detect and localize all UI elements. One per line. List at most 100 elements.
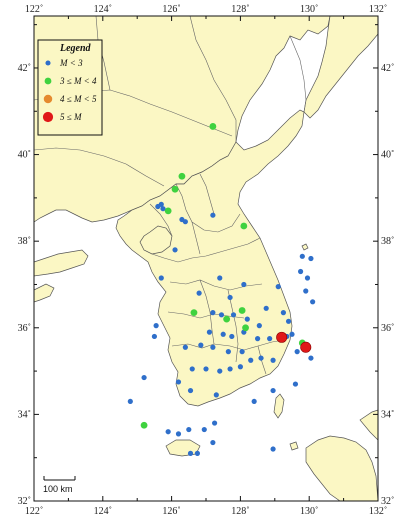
lat-tick-label-right: 34˚ — [381, 409, 394, 420]
event-marker-m-lt-3 — [244, 316, 250, 322]
hwanghae-peninsula — [139, 225, 173, 255]
korean-peninsula — [115, 109, 305, 407]
china-inner-border-4 — [189, 15, 237, 142]
event-marker-m-lt-3 — [201, 426, 207, 433]
event-marker-m-3-4 — [171, 185, 179, 193]
event-marker-m-lt-3 — [292, 381, 299, 387]
event-marker-m-lt-3 — [175, 431, 182, 437]
event-marker-m-lt-3 — [153, 323, 159, 329]
event-marker-m-lt-3 — [212, 420, 218, 426]
lat-tick-label-left: 40˚ — [18, 150, 31, 161]
event-marker-m-lt-3 — [210, 439, 216, 446]
event-marker-m-lt-3 — [175, 379, 182, 385]
earthquake-events — [127, 123, 316, 456]
event-marker-m-lt-3 — [308, 355, 314, 361]
scale-bar: 100 km — [43, 476, 76, 494]
event-marker-m-lt-3 — [206, 329, 213, 335]
sk-province-border-3 — [199, 279, 215, 345]
event-marker-m-lt-3 — [294, 349, 300, 355]
lon-tick-label-top: 124˚ — [94, 4, 112, 15]
event-marker-m-lt-3 — [275, 284, 281, 290]
event-marker-m-lt-3 — [237, 364, 243, 370]
lat-tick-label-right: 32˚ — [381, 496, 394, 507]
lon-tick-label-top: 132˚ — [369, 4, 387, 15]
sk-province-border-6 — [257, 345, 267, 375]
event-marker-m-3-4 — [140, 421, 148, 429]
event-marker-m-lt-3 — [196, 290, 202, 296]
lat-tick-label-right: 36˚ — [381, 323, 394, 334]
event-marker-m-lt-3 — [186, 426, 192, 433]
event-marker-m-lt-3 — [158, 275, 164, 281]
lat-tick-label-right: 42˚ — [381, 63, 394, 74]
legend-items: M < 3 3 ≤ M < 4 4 ≤ M < 5 5 ≤ M — [42, 58, 97, 123]
event-marker-m-lt-3 — [217, 368, 223, 374]
legend-item-label: 3 ≤ M < 4 — [59, 76, 97, 86]
lat-tick-label-left: 42˚ — [18, 63, 31, 74]
event-marker-m-lt-3 — [289, 331, 295, 337]
sk-province-border-4 — [227, 289, 239, 363]
event-marker-m-lt-3 — [304, 275, 311, 281]
lat-tick-label-left: 32˚ — [18, 496, 31, 507]
event-marker-m-lt-3 — [308, 255, 314, 262]
legend-item-label: M < 3 — [59, 58, 83, 68]
event-marker-m-lt-3 — [227, 366, 233, 372]
event-marker-m-lt-3 — [127, 398, 133, 405]
kyushu-island — [305, 435, 379, 502]
lon-tick-label-bottom: 122˚ — [25, 506, 43, 517]
event-marker-m-lt-3 — [160, 206, 166, 212]
event-marker-m-3-4 — [242, 324, 249, 332]
lat-tick-label-left: 34˚ — [18, 409, 31, 420]
event-marker-m-3-4 — [209, 123, 217, 130]
event-marker-m-3-4 — [164, 207, 172, 215]
lon-tick-label-top: 128˚ — [231, 4, 249, 15]
nk-province-border-4 — [191, 221, 201, 255]
legend: Legend M < 3 3 ≤ M < 4 4 ≤ M < 5 5 ≤ M — [37, 39, 103, 136]
event-marker-m-lt-3 — [220, 331, 226, 337]
nk-province-border-1 — [175, 183, 241, 233]
event-marker-m-lt-3 — [225, 349, 231, 355]
legend-item-label: 5 ≤ M — [60, 112, 82, 122]
event-marker-m-lt-3 — [187, 387, 194, 394]
legend-swatch — [44, 77, 52, 85]
legend-title: Legend — [59, 43, 92, 54]
event-marker-m-lt-3 — [270, 387, 276, 394]
border-layer — [33, 15, 307, 375]
russia-landmass — [303, 15, 379, 119]
lon-tick-label-bottom: 132˚ — [369, 506, 387, 517]
event-marker-m-lt-3 — [298, 268, 304, 275]
china-russia-border — [289, 35, 307, 113]
event-marker-m-lt-3 — [267, 336, 273, 342]
event-marker-m-lt-3 — [194, 450, 200, 456]
event-marker-m-lt-3 — [248, 357, 254, 363]
legend-item-label: 4 ≤ M < 5 — [60, 94, 97, 104]
sk-province-border-2 — [167, 311, 245, 319]
axis-ticks: 122˚ 122˚ 124˚ 124˚ 126˚ 126˚ 128˚ 128˚ 130˚ 130˚… — [18, 4, 395, 517]
event-marker-m-lt-3 — [203, 366, 209, 372]
event-marker-m-ge-5 — [300, 341, 312, 353]
event-marker-m-lt-3 — [210, 212, 216, 218]
event-marker-m-lt-3 — [241, 281, 247, 288]
ulleung-island — [301, 243, 309, 251]
event-marker-m-lt-3 — [270, 446, 276, 452]
event-marker-m-lt-3 — [256, 323, 262, 329]
lon-tick-label-top: 122˚ — [25, 4, 43, 15]
event-marker-m-lt-3 — [239, 349, 245, 355]
event-marker-m-lt-3 — [229, 333, 235, 340]
lat-tick-label-left: 38˚ — [18, 236, 31, 247]
event-marker-m-lt-3 — [299, 253, 305, 259]
iki-island — [289, 441, 299, 451]
lon-tick-label-top: 126˚ — [162, 4, 180, 15]
event-marker-m-lt-3 — [198, 342, 204, 348]
event-marker-m-lt-3 — [210, 310, 216, 316]
event-marker-m-lt-3 — [255, 336, 261, 342]
lon-tick-label-bottom: 126˚ — [162, 506, 180, 517]
event-marker-m-ge-5 — [276, 331, 288, 343]
event-marker-m-lt-3 — [310, 299, 316, 305]
sk-province-border-5 — [171, 339, 285, 351]
lon-tick-label-top: 130˚ — [300, 4, 318, 15]
event-marker-m-lt-3 — [213, 392, 219, 398]
lat-tick-label-right: 38˚ — [381, 236, 394, 247]
event-marker-m-lt-3 — [182, 219, 188, 225]
event-marker-m-lt-3 — [182, 344, 188, 350]
